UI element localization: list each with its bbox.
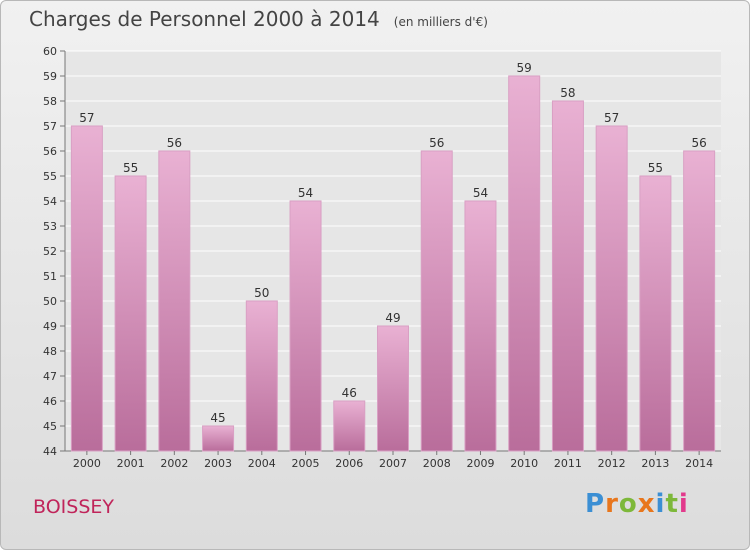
bar-value-label: 56 (429, 136, 444, 150)
bar (377, 325, 409, 452)
logo-letter: o (618, 489, 638, 519)
x-tick-label: 2000 (73, 457, 101, 470)
x-tick-label: 2010 (510, 457, 538, 470)
logo-letter: x (637, 489, 656, 519)
y-tick-label: 45 (43, 420, 57, 433)
bar-value-label: 57 (79, 111, 94, 125)
y-tick-label: 53 (43, 220, 57, 233)
town-name: BOISSEY (33, 496, 114, 518)
bar-value-label: 54 (473, 186, 488, 200)
bar-value-label: 45 (210, 411, 225, 425)
x-tick-label: 2004 (248, 457, 276, 470)
y-tick-label: 59 (43, 70, 57, 83)
x-tick-label: 2012 (598, 457, 626, 470)
y-tick-label: 52 (43, 245, 57, 258)
bar (595, 125, 628, 452)
logo-letter: r (605, 489, 619, 519)
bar-value-label: 55 (648, 161, 663, 175)
x-tick-label: 2014 (685, 457, 713, 470)
x-tick-label: 2003 (204, 457, 232, 470)
x-tick-label: 2005 (292, 457, 320, 470)
bar (420, 150, 453, 452)
proxiti-logo[interactable]: Proxiti (585, 489, 689, 519)
bar (551, 100, 584, 452)
y-tick-label: 49 (43, 320, 57, 333)
x-tick-label: 2006 (335, 457, 363, 470)
y-tick-label: 56 (43, 145, 57, 158)
bar-value-label: 59 (517, 61, 532, 75)
bar (289, 200, 322, 452)
y-tick-label: 46 (43, 395, 57, 408)
bar-value-label: 56 (691, 136, 706, 150)
bar (114, 175, 147, 452)
y-tick-label: 54 (43, 195, 57, 208)
bar (333, 400, 366, 452)
bar (683, 150, 716, 452)
bar (70, 125, 103, 452)
title-unit: (en milliers d'€) (393, 15, 488, 29)
y-tick-label: 57 (43, 120, 57, 133)
bar (202, 425, 235, 452)
logo-letter: i (678, 489, 689, 519)
bar-value-label: 49 (385, 311, 400, 325)
x-tick-label: 2009 (466, 457, 494, 470)
x-tick-label: 2008 (423, 457, 451, 470)
x-tick-label: 2002 (160, 457, 188, 470)
x-tick-label: 2013 (641, 457, 669, 470)
y-tick-label: 58 (43, 95, 57, 108)
y-tick-label: 51 (43, 270, 57, 283)
x-tick-label: 2001 (117, 457, 145, 470)
logo-letter: P (585, 489, 606, 519)
bar (158, 150, 191, 452)
y-tick-label: 60 (43, 45, 57, 58)
bar-value-label: 54 (298, 186, 313, 200)
bar-value-label: 50 (254, 286, 269, 300)
chart-title: Charges de Personnel 2000 à 2014 (en mill… (29, 7, 488, 31)
bar-value-label: 58 (560, 86, 575, 100)
bar (464, 200, 497, 452)
bar-value-label: 57 (604, 111, 619, 125)
bar-value-label: 46 (342, 386, 357, 400)
x-tick-label: 2011 (554, 457, 582, 470)
bar (639, 175, 672, 452)
title-text: Charges de Personnel 2000 à 2014 (29, 7, 380, 31)
x-tick-label: 2007 (379, 457, 407, 470)
y-tick-label: 50 (43, 295, 57, 308)
y-tick-label: 47 (43, 370, 57, 383)
bar-value-label: 55 (123, 161, 138, 175)
y-tick-label: 44 (43, 445, 57, 458)
y-tick-label: 48 (43, 345, 57, 358)
logo-letter: t (665, 489, 679, 519)
bar (245, 300, 278, 452)
y-tick-label: 55 (43, 170, 57, 183)
logo-letter: i (655, 489, 666, 519)
bar (508, 75, 541, 452)
bar-value-label: 56 (167, 136, 182, 150)
